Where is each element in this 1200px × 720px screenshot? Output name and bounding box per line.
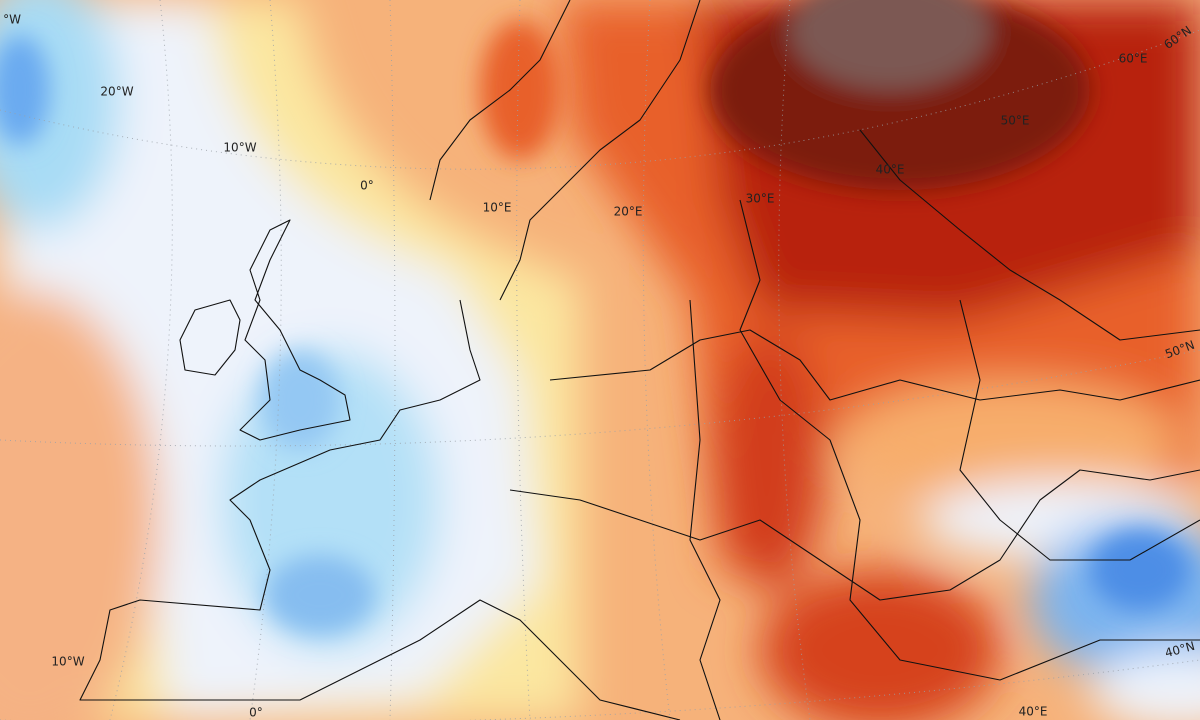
longitude-label: 60°E — [1119, 52, 1148, 66]
longitude-label: 50°E — [1001, 114, 1030, 128]
longitude-label: 40°E — [1019, 705, 1048, 719]
longitude-label: 20°E — [614, 205, 643, 219]
coastlines-borders — [79, 0, 1200, 720]
longitude-label: 40°E — [876, 163, 905, 177]
longitude-label: 30°E — [746, 192, 775, 206]
longitude-label: 20°W — [100, 85, 133, 99]
longitude-label: 10°E — [483, 201, 512, 215]
longitude-label: 0° — [360, 179, 374, 193]
graticule-labels: °W 20°W 10°W 0° 10°E 20°E 30°E 40°E 50°E… — [3, 13, 1196, 720]
longitude-label: 10°W — [51, 655, 84, 669]
longitude-label: °W — [3, 13, 21, 27]
longitude-label: 10°W — [223, 141, 256, 155]
longitude-label: 0° — [249, 706, 263, 720]
